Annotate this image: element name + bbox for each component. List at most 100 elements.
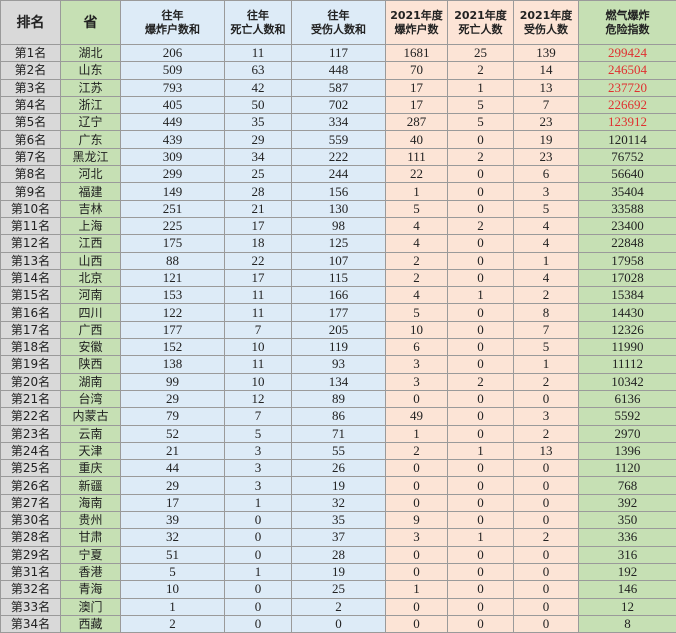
cell-explosions-2021: 0	[386, 477, 448, 494]
cell-rank: 第14名	[1, 269, 61, 286]
cell-deaths-2021: 0	[448, 494, 514, 511]
cell-risk-index: 15384	[579, 287, 676, 304]
cell-explosions-2021: 0	[386, 460, 448, 477]
cell-rank: 第25名	[1, 460, 61, 477]
cell-past-explosions: 405	[121, 96, 225, 113]
cell-past-injuries: 19	[292, 477, 386, 494]
cell-past-injuries: 222	[292, 148, 386, 165]
cell-past-deaths: 0	[225, 529, 292, 546]
cell-past-injuries: 117	[292, 45, 386, 62]
cell-rank: 第31名	[1, 563, 61, 580]
cell-risk-index: 17958	[579, 252, 676, 269]
cell-explosions-2021: 49	[386, 408, 448, 425]
cell-past-explosions: 121	[121, 269, 225, 286]
cell-injuries-2021: 0	[514, 512, 579, 529]
cell-past-injuries: 55	[292, 442, 386, 459]
cell-injuries-2021: 0	[514, 598, 579, 615]
cell-past-injuries: 2	[292, 598, 386, 615]
cell-explosions-2021: 0	[386, 563, 448, 580]
cell-past-deaths: 34	[225, 148, 292, 165]
cell-past-deaths: 17	[225, 269, 292, 286]
cell-explosions-2021: 0	[386, 546, 448, 563]
cell-past-deaths: 17	[225, 217, 292, 234]
cell-province: 陕西	[61, 356, 121, 373]
cell-past-explosions: 509	[121, 62, 225, 79]
cell-past-injuries: 86	[292, 408, 386, 425]
cell-injuries-2021: 13	[514, 79, 579, 96]
cell-rank: 第4名	[1, 96, 61, 113]
cell-deaths-2021: 0	[448, 252, 514, 269]
cell-past-injuries: 244	[292, 166, 386, 183]
cell-injuries-2021: 0	[514, 563, 579, 580]
cell-past-deaths: 1	[225, 563, 292, 580]
cell-province: 重庆	[61, 460, 121, 477]
cell-past-deaths: 3	[225, 477, 292, 494]
cell-risk-index: 123912	[579, 114, 676, 131]
cell-deaths-2021: 2	[448, 373, 514, 390]
cell-past-deaths: 0	[225, 581, 292, 598]
cell-deaths-2021: 0	[448, 269, 514, 286]
cell-deaths-2021: 0	[448, 200, 514, 217]
cell-past-explosions: 299	[121, 166, 225, 183]
cell-explosions-2021: 0	[386, 615, 448, 632]
cell-past-explosions: 793	[121, 79, 225, 96]
cell-injuries-2021: 0	[514, 546, 579, 563]
cell-past-deaths: 11	[225, 45, 292, 62]
cell-risk-index: 120114	[579, 131, 676, 148]
cell-deaths-2021: 0	[448, 425, 514, 442]
cell-past-injuries: 125	[292, 235, 386, 252]
cell-risk-index: 246504	[579, 62, 676, 79]
cell-explosions-2021: 0	[386, 598, 448, 615]
header-deaths-2021: 2021年度死亡人数	[448, 1, 514, 45]
cell-past-explosions: 251	[121, 200, 225, 217]
cell-province: 澳门	[61, 598, 121, 615]
cell-past-injuries: 134	[292, 373, 386, 390]
cell-injuries-2021: 4	[514, 217, 579, 234]
cell-deaths-2021: 0	[448, 321, 514, 338]
cell-deaths-2021: 0	[448, 408, 514, 425]
cell-risk-index: 33588	[579, 200, 676, 217]
cell-province: 辽宁	[61, 114, 121, 131]
cell-past-explosions: 439	[121, 131, 225, 148]
cell-explosions-2021: 4	[386, 217, 448, 234]
cell-province: 河北	[61, 166, 121, 183]
cell-province: 黑龙江	[61, 148, 121, 165]
cell-past-explosions: 177	[121, 321, 225, 338]
cell-injuries-2021: 0	[514, 581, 579, 598]
cell-rank: 第32名	[1, 581, 61, 598]
cell-past-deaths: 7	[225, 408, 292, 425]
cell-rank: 第9名	[1, 183, 61, 200]
cell-past-explosions: 39	[121, 512, 225, 529]
header-injuries-2021: 2021年度受伤人数	[514, 1, 579, 45]
cell-rank: 第30名	[1, 512, 61, 529]
cell-rank: 第11名	[1, 217, 61, 234]
cell-risk-index: 2970	[579, 425, 676, 442]
cell-risk-index: 8	[579, 615, 676, 632]
cell-rank: 第20名	[1, 373, 61, 390]
cell-past-injuries: 559	[292, 131, 386, 148]
cell-past-deaths: 5	[225, 425, 292, 442]
cell-rank: 第26名	[1, 477, 61, 494]
cell-explosions-2021: 2	[386, 269, 448, 286]
cell-past-deaths: 50	[225, 96, 292, 113]
cell-province: 天津	[61, 442, 121, 459]
cell-deaths-2021: 0	[448, 563, 514, 580]
cell-past-deaths: 11	[225, 287, 292, 304]
cell-past-injuries: 334	[292, 114, 386, 131]
cell-rank: 第21名	[1, 390, 61, 407]
cell-past-explosions: 149	[121, 183, 225, 200]
cell-deaths-2021: 0	[448, 339, 514, 356]
